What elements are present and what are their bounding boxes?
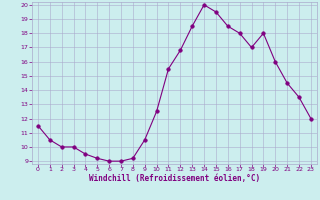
X-axis label: Windchill (Refroidissement éolien,°C): Windchill (Refroidissement éolien,°C) xyxy=(89,174,260,183)
